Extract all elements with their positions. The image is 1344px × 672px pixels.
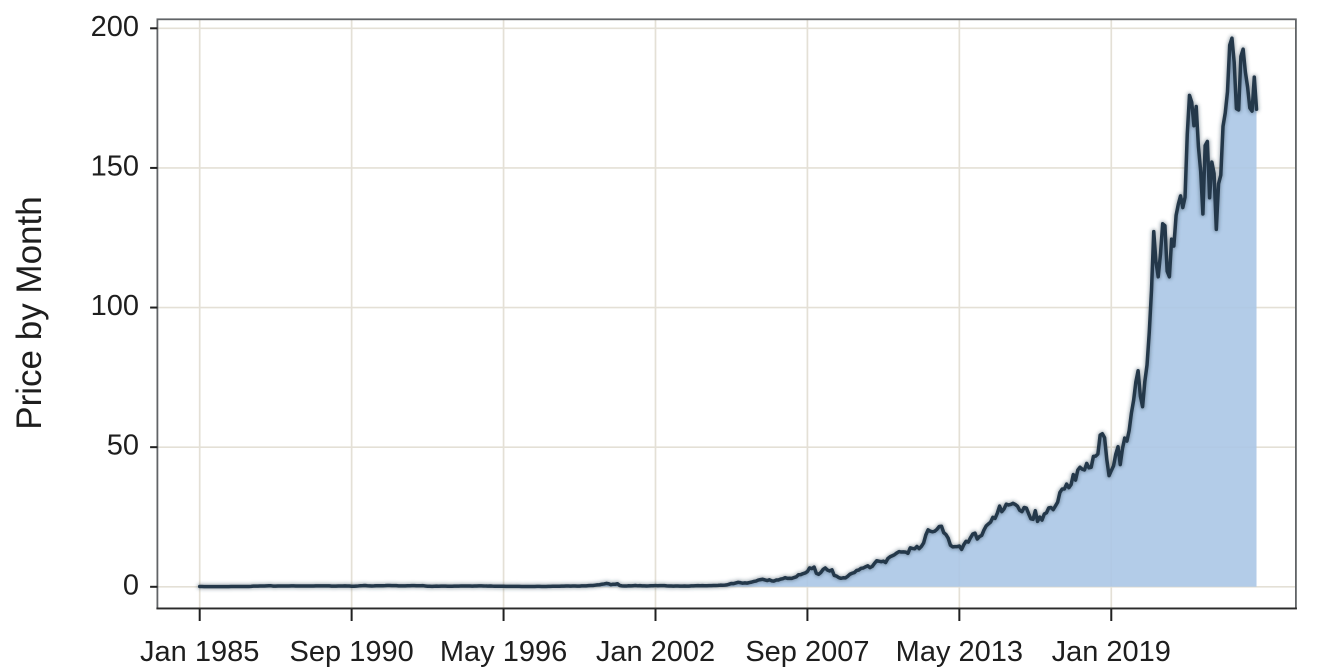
svg-text:Jan 2019: Jan 2019 [1052,636,1171,668]
svg-text:100: 100 [91,290,139,322]
svg-text:May 1996: May 1996 [440,636,567,668]
svg-text:50: 50 [107,430,139,462]
svg-text:Sep 2007: Sep 2007 [745,636,869,668]
svg-text:Price by Month: Price by Month [10,196,49,429]
svg-text:150: 150 [91,150,139,182]
svg-text:Jan 1985: Jan 1985 [140,636,259,668]
svg-text:0: 0 [123,569,139,601]
svg-text:200: 200 [91,11,139,43]
svg-text:May 2013: May 2013 [896,636,1023,668]
svg-text:Sep 1990: Sep 1990 [290,636,414,668]
svg-text:Jan 2002: Jan 2002 [596,636,715,668]
